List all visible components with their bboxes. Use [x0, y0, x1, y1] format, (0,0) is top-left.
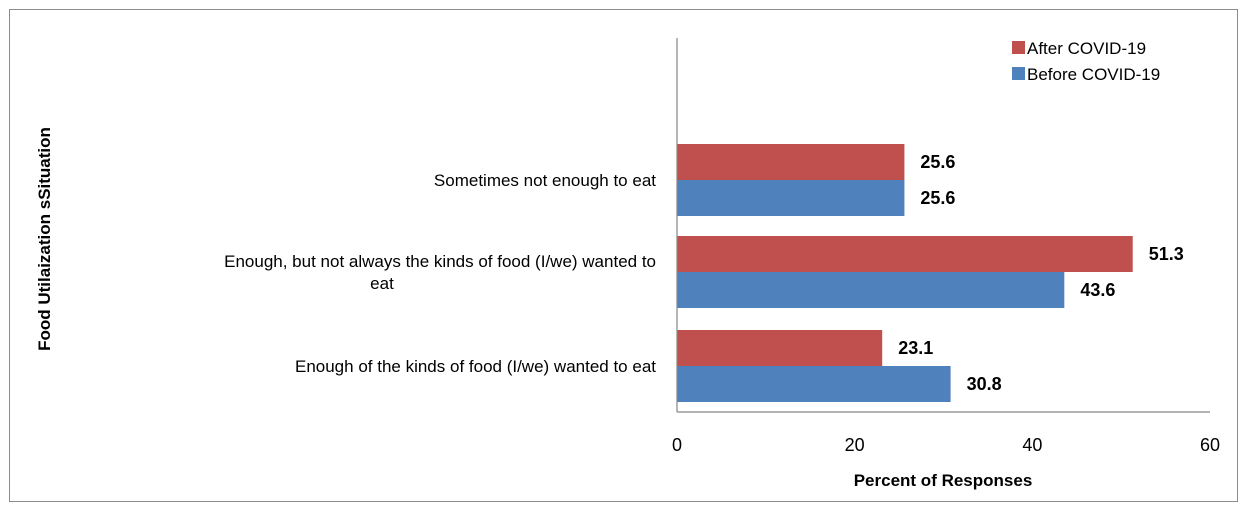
category-labels-group: Sometimes not enough to eat Enough, but n… [224, 171, 656, 376]
data-label-after-2: 51.3 [1149, 244, 1184, 264]
axes-group [676, 38, 1210, 413]
x-axis-title: Percent of Responses [854, 471, 1033, 490]
x-tick-label-20: 20 [845, 435, 865, 455]
x-tick-label-40: 40 [1022, 435, 1042, 455]
legend-swatch-before [1012, 67, 1025, 80]
y-axis-title: Food Utilaization sSituation [35, 127, 54, 351]
legend: After COVID-19 Before COVID-19 [1012, 39, 1160, 84]
data-label-after-1: 25.6 [920, 152, 955, 172]
x-ticks-group: 0 20 40 60 [672, 435, 1220, 455]
bar-before-1 [677, 180, 905, 216]
bars-group: 25.6 25.6 51.3 43.6 23.1 30.8 [677, 144, 1184, 402]
data-label-before-3: 30.8 [967, 374, 1002, 394]
category-label-2-line-1: Enough, but not always the kinds of food… [224, 252, 656, 271]
x-tick-label-0: 0 [672, 435, 682, 455]
category-label-1: Sometimes not enough to eat [434, 171, 656, 190]
data-label-before-2: 43.6 [1080, 280, 1115, 300]
legend-label-before: Before COVID-19 [1027, 65, 1160, 84]
x-tick-label-60: 60 [1200, 435, 1220, 455]
data-label-before-1: 25.6 [920, 188, 955, 208]
category-label-3: Enough of the kinds of food (I/we) wante… [295, 357, 656, 376]
bar-before-2 [677, 272, 1065, 308]
bar-after-3 [677, 330, 883, 366]
legend-label-after: After COVID-19 [1027, 39, 1146, 58]
bar-after-2 [677, 236, 1133, 272]
data-label-after-3: 23.1 [898, 338, 933, 358]
bar-after-1 [677, 144, 905, 180]
legend-swatch-after [1012, 41, 1025, 54]
bar-before-3 [677, 366, 951, 402]
category-label-2-line-2: eat [370, 274, 394, 293]
